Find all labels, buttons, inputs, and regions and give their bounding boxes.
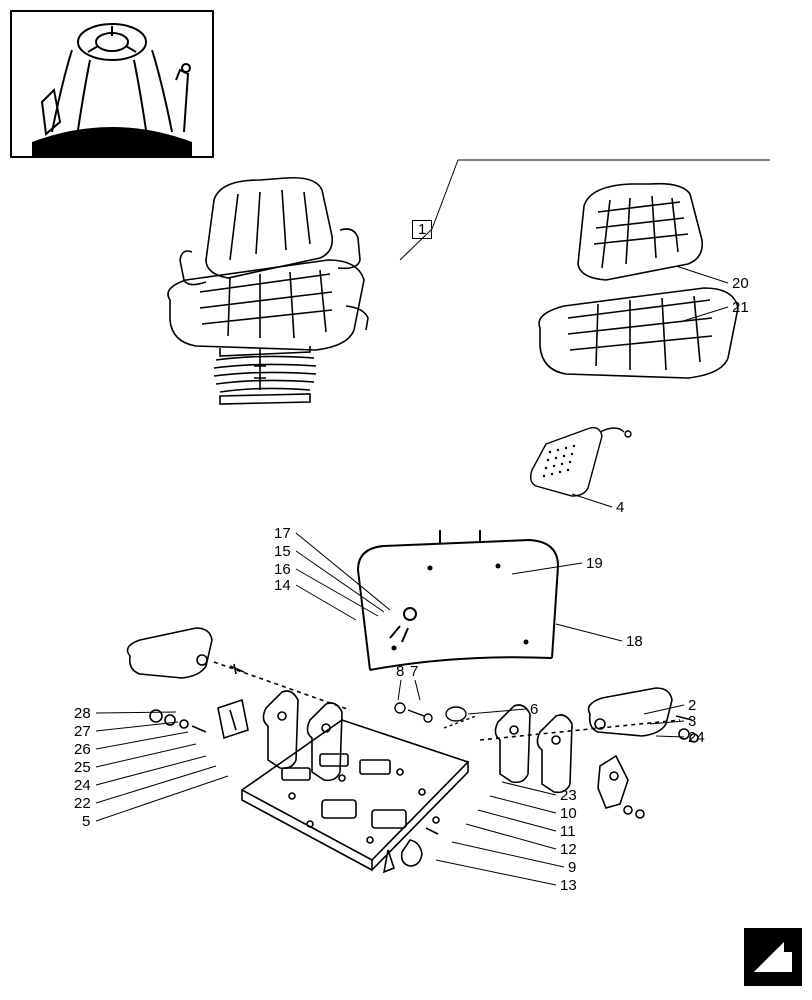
right-armrest-group xyxy=(480,680,720,850)
callout-6: 6 xyxy=(530,702,538,717)
callout-8: 8 xyxy=(396,664,404,679)
page-nav-icon[interactable] xyxy=(744,928,802,986)
callout-11: 11 xyxy=(560,824,576,839)
center-hardware xyxy=(380,680,500,760)
callout-27: 27 xyxy=(74,724,91,739)
callout-15: 15 xyxy=(274,544,291,559)
callout-14: 14 xyxy=(274,578,291,593)
callout-4: 4 xyxy=(616,500,624,515)
callout-25: 25 xyxy=(74,760,91,775)
callout-7: 7 xyxy=(410,664,418,679)
reference-thumbnail xyxy=(10,10,214,158)
callout-20: 20 xyxy=(732,276,749,291)
callout-19: 19 xyxy=(586,556,603,571)
callout-16: 16 xyxy=(274,562,291,577)
callout-1: 1 xyxy=(412,220,432,239)
callout-26: 26 xyxy=(74,742,91,757)
seat-pads xyxy=(520,178,760,402)
callout-21: 21 xyxy=(732,300,749,315)
callout-17: 17 xyxy=(274,526,291,541)
diagram-container: 1 20 21 4 17 15 16 14 19 18 8 7 6 2 3 24… xyxy=(0,0,812,1000)
callout-24l: 24 xyxy=(74,778,91,793)
callout-9: 9 xyxy=(568,860,576,875)
callout-24r: 24 xyxy=(688,730,705,745)
callout-18: 18 xyxy=(626,634,643,649)
callout-28: 28 xyxy=(74,706,91,721)
callout-23: 23 xyxy=(560,788,577,803)
callout-3: 3 xyxy=(688,714,696,729)
callout-22: 22 xyxy=(74,796,91,811)
reference-thumbnail-svg xyxy=(12,12,212,156)
callout-2: 2 xyxy=(688,698,696,713)
callout-13: 13 xyxy=(560,878,577,893)
assembled-seat xyxy=(110,170,410,410)
callout-10: 10 xyxy=(560,806,577,821)
callout-5: 5 xyxy=(82,814,90,829)
callout-12: 12 xyxy=(560,842,577,857)
